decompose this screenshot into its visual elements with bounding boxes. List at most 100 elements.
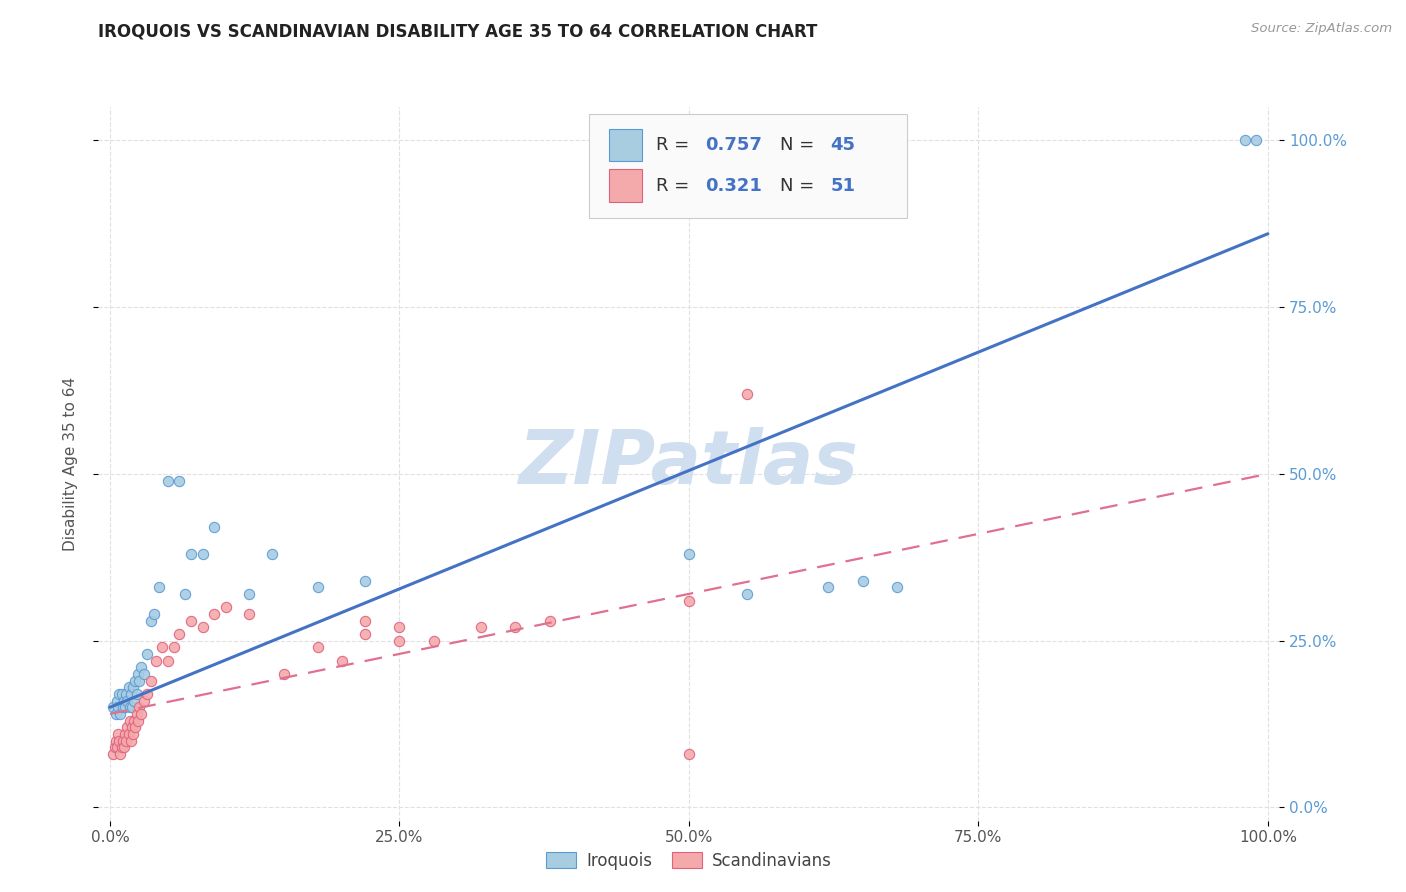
Text: ZIPatlas: ZIPatlas — [519, 427, 859, 500]
Point — [114, 727, 136, 741]
Text: R =: R = — [655, 136, 695, 153]
Point — [127, 714, 149, 728]
Point — [103, 700, 125, 714]
Point — [110, 706, 132, 721]
Point — [174, 587, 197, 601]
Text: IROQUOIS VS SCANDINAVIAN DISABILITY AGE 35 TO 64 CORRELATION CHART: IROQUOIS VS SCANDINAVIAN DISABILITY AGE … — [98, 22, 818, 40]
Point — [202, 520, 225, 534]
Text: R =: R = — [655, 177, 695, 194]
Text: 0.757: 0.757 — [706, 136, 762, 153]
Point — [191, 547, 214, 561]
Point — [143, 607, 166, 621]
Point — [118, 714, 141, 728]
Point — [117, 720, 139, 734]
Point — [132, 693, 155, 707]
Point — [307, 640, 329, 655]
Point — [191, 620, 214, 634]
Point — [353, 574, 375, 588]
Text: Source: ZipAtlas.com: Source: ZipAtlas.com — [1251, 22, 1392, 36]
Point — [388, 620, 411, 634]
Point — [107, 727, 129, 741]
Point — [202, 607, 225, 621]
Point — [124, 693, 146, 707]
Point — [852, 574, 875, 588]
Point — [125, 687, 148, 701]
Point — [817, 580, 839, 594]
Point — [121, 700, 143, 714]
Point — [114, 700, 136, 714]
Point — [110, 747, 132, 761]
Point — [124, 714, 146, 728]
Point — [145, 654, 167, 668]
Point — [128, 673, 150, 688]
Point — [886, 580, 908, 594]
Point — [150, 640, 173, 655]
Point — [120, 687, 142, 701]
Point — [503, 620, 526, 634]
Point — [262, 547, 284, 561]
Point — [423, 633, 446, 648]
Point — [169, 474, 191, 488]
Point — [104, 740, 127, 755]
Point — [156, 654, 179, 668]
Point — [139, 614, 162, 628]
Point — [238, 587, 260, 601]
FancyBboxPatch shape — [609, 169, 641, 202]
Point — [128, 700, 150, 714]
Point — [238, 607, 260, 621]
Point — [117, 727, 139, 741]
Point — [129, 660, 152, 674]
Point — [330, 654, 353, 668]
Point — [136, 687, 159, 701]
FancyBboxPatch shape — [609, 128, 641, 161]
Point — [103, 747, 125, 761]
Point — [180, 614, 202, 628]
Point — [215, 600, 238, 615]
Point — [121, 720, 143, 734]
Point — [115, 687, 138, 701]
Point — [104, 706, 127, 721]
Point — [120, 733, 142, 747]
FancyBboxPatch shape — [589, 114, 907, 218]
Text: N =: N = — [780, 177, 820, 194]
Point — [112, 693, 135, 707]
Point — [108, 687, 131, 701]
Point — [129, 706, 152, 721]
Point — [125, 706, 148, 721]
Point — [118, 700, 141, 714]
Point — [110, 687, 132, 701]
Legend: Iroquois, Scandinavians: Iroquois, Scandinavians — [540, 846, 838, 877]
Point — [470, 620, 492, 634]
Point — [117, 680, 139, 694]
Point — [735, 386, 758, 401]
Point — [678, 547, 700, 561]
Point — [110, 740, 132, 755]
Point — [108, 733, 131, 747]
Point — [388, 633, 411, 648]
Point — [122, 727, 145, 741]
Point — [156, 474, 179, 488]
Point — [139, 673, 162, 688]
Point — [136, 647, 159, 661]
Point — [273, 667, 295, 681]
Point — [105, 740, 128, 755]
Point — [1233, 133, 1256, 147]
Point — [127, 667, 149, 681]
Text: 45: 45 — [831, 136, 856, 153]
Point — [112, 740, 135, 755]
Point — [180, 547, 202, 561]
Point — [538, 614, 561, 628]
Point — [1246, 133, 1268, 147]
Point — [132, 667, 155, 681]
Point — [735, 587, 758, 601]
Point — [353, 614, 375, 628]
Point — [148, 580, 170, 594]
Point — [104, 733, 127, 747]
Point — [107, 700, 129, 714]
Point — [163, 640, 186, 655]
Point — [169, 627, 191, 641]
Point — [111, 733, 134, 747]
Text: 51: 51 — [831, 177, 856, 194]
Point — [678, 747, 700, 761]
Point — [124, 673, 146, 688]
